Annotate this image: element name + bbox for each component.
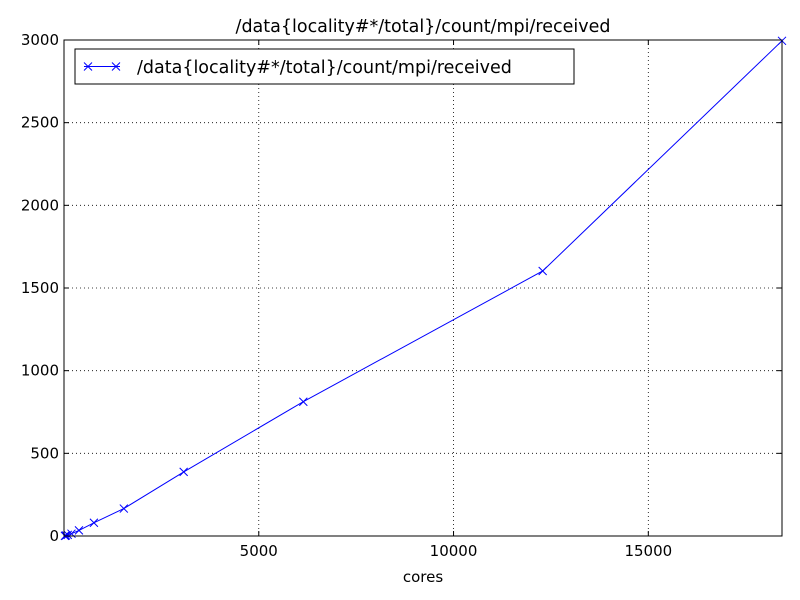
data-point-marker	[89, 518, 99, 528]
legend-marker	[83, 62, 93, 71]
axis-ticks: 5000 10000 15000 0 500 1000 1500 2000 2500 3000	[21, 31, 782, 560]
y-tick-label: 0	[49, 527, 59, 545]
legend: /data{locality#*/total}/count/mpi/receiv…	[74, 48, 575, 85]
y-tick-label: 1000	[21, 362, 59, 380]
y-tick-label: 2500	[21, 114, 59, 132]
x-axis-label: cores	[403, 568, 443, 586]
legend-box	[74, 48, 575, 85]
y-tick-label: 3000	[21, 31, 59, 49]
series-layer	[60, 36, 787, 541]
chart-title: /data{locality#*/total}/count/mpi/receiv…	[236, 17, 611, 37]
data-point-marker	[74, 526, 84, 535]
x-tick-label: 5000	[240, 542, 278, 560]
x-tick-label: 15000	[624, 542, 672, 560]
data-point-marker	[119, 504, 129, 513]
data-point-marker	[538, 266, 548, 276]
legend-marker	[111, 62, 121, 71]
plot-area	[63, 39, 783, 537]
y-tick-label: 1500	[21, 279, 59, 297]
grid-lines	[64, 40, 782, 536]
x-tick-label: 10000	[430, 542, 478, 560]
data-point-marker	[298, 397, 308, 407]
y-tick-label: 2000	[21, 196, 59, 214]
data-point-marker	[179, 467, 189, 477]
legend-entry-label: /data{locality#*/total}/count/mpi/receiv…	[137, 58, 512, 78]
y-tick-label: 500	[30, 444, 59, 462]
